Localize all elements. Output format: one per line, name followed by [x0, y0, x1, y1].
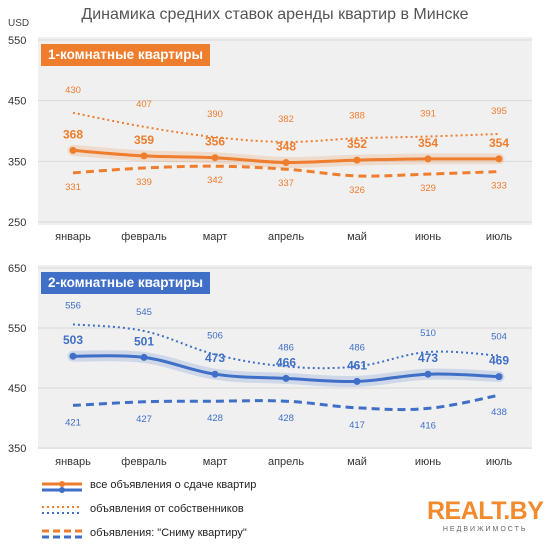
panel-1-data-label: 339	[136, 177, 152, 188]
panel-1-y-tick-label: 250	[8, 217, 26, 229]
panel-1-data-label: 326	[349, 185, 365, 196]
panel-1-x-tick-label: июль	[486, 231, 513, 243]
panel-1-background	[38, 37, 532, 225]
panel-2-data-point	[211, 370, 219, 378]
panel-1-data-label: 342	[207, 175, 223, 186]
panel-1-data-label: 356	[205, 135, 225, 149]
logo-tagline: НЕДВИЖИМОСТЬ	[442, 526, 528, 533]
panel-1-data-label: 337	[278, 178, 294, 189]
panel-2-data-label: 461	[347, 358, 367, 372]
legend-label-will-rent: объявления: "Сниму квартиру"	[90, 527, 247, 539]
panel-2-x-tick-label: март	[203, 456, 228, 468]
panel-1-data-label: 331	[65, 182, 81, 193]
panel-2-data-label: 504	[491, 332, 507, 343]
panel-1-data-label: 391	[420, 109, 436, 120]
panel-2-y-tick-label: 350	[8, 443, 26, 455]
realt-by-logo: REALT.BY НЕДВИЖИМОСТЬ	[427, 497, 544, 533]
panel-2-data-label: 510	[420, 328, 436, 339]
panel-2-data-label: 466	[276, 355, 296, 369]
panel-1-data-label: 395	[491, 106, 507, 117]
panel-1-x-tick-label: январь	[55, 231, 91, 243]
panel-2-data-label: 556	[65, 300, 81, 311]
panel-2-series-line-owners	[72, 323, 500, 370]
panel-1-data-point	[69, 146, 77, 154]
panel-1-data-label: 348	[276, 140, 296, 154]
panel-2-data-label: 501	[134, 334, 154, 348]
panel-2-data-label: 503	[63, 333, 83, 347]
panel-2-data-label: 473	[418, 351, 438, 365]
panel-1-data-label: 382	[278, 114, 294, 125]
panel-2-data-label: 416	[420, 420, 436, 431]
panel-2-data-label: 473	[205, 351, 225, 365]
legend-swatch-solid	[42, 481, 82, 493]
panel-2-x-tick-label: июль	[486, 456, 513, 468]
panel-1-x-tick-label: май	[347, 231, 367, 243]
panel-2-series-line-will-rent	[72, 393, 500, 412]
panel-1-data-label: 407	[136, 99, 152, 110]
panel-1-x-tick-label: март	[203, 231, 228, 243]
panel-1-y-tick-label: 350	[8, 156, 26, 168]
panel-2-data-point	[140, 353, 148, 361]
panel-2-y-tick-label: 650	[8, 263, 26, 275]
panel-1-data-label: 368	[63, 127, 83, 141]
panel-2-data-label: 506	[207, 330, 223, 341]
panel-1-data-point	[424, 155, 432, 163]
panel-2-data-point	[424, 370, 432, 378]
panel-2-data-label: 421	[65, 417, 81, 428]
panel-2-x-tick-label: май	[347, 456, 367, 468]
panel-1-series-line-will-rent	[72, 164, 500, 178]
panel-1-data-label: 329	[420, 183, 436, 194]
panel-2-data-point	[69, 352, 77, 360]
panel-2-data-label: 427	[136, 414, 152, 425]
panel-1-data-label: 390	[207, 109, 223, 120]
panel-2-y-tick-label: 450	[8, 383, 26, 395]
panel-2-title-badge: 2-комнатные квартиры	[41, 272, 210, 294]
legend-label-owners: объявления от собственников	[90, 503, 244, 515]
panel-1-data-label: 388	[349, 110, 365, 121]
logo-wordmark: REALT.BY	[427, 497, 544, 525]
panel-1-data-point	[211, 154, 219, 162]
panel-1-x-tick-label: июнь	[415, 231, 441, 243]
panel-1-x-tick-label: апрель	[268, 231, 304, 243]
panel-1-series-line-owners	[72, 111, 500, 143]
panel-1-data-label: 430	[65, 85, 81, 96]
panel-2-data-label: 428	[278, 413, 294, 424]
panel-1-title-badge: 1-комнатные квартиры	[41, 44, 210, 66]
unit-label: USD	[8, 18, 30, 29]
panel-2-y-tick-label: 550	[8, 323, 26, 335]
panel-1-data-label: 352	[347, 137, 367, 151]
panel-2-data-label: 469	[489, 354, 509, 368]
panel-2-data-label: 417	[349, 420, 365, 431]
chart-title: Динамика средних ставок аренды квартир в…	[81, 6, 469, 23]
panel-1-data-label: 354	[418, 136, 438, 150]
legend-label-all-listings: все объявления о сдаче квартир	[90, 479, 257, 491]
panel-2-data-point	[282, 374, 290, 382]
panel-2-x-tick-label: февраль	[121, 456, 167, 468]
panel-2-data-label: 545	[136, 307, 152, 318]
panel-1-x-tick-label: февраль	[121, 231, 167, 243]
panel-1-data-label: 359	[134, 133, 154, 147]
panel-2-x-tick-label: январь	[55, 456, 91, 468]
legend-swatch-dashed	[42, 529, 82, 539]
panel-1-data-point	[282, 159, 290, 166]
panel-2-data-point	[495, 373, 503, 381]
panel-2-data-label: 486	[278, 342, 294, 353]
panel-2-data-label: 486	[349, 342, 365, 353]
panel-1-y-tick-label: 450	[8, 96, 26, 108]
panel-1-data-label: 354	[489, 136, 509, 150]
panel-1-data-point	[140, 152, 148, 160]
panel-1-data-point	[353, 156, 361, 164]
legend-swatch-dotted	[42, 506, 82, 514]
panel-2-data-point	[353, 377, 361, 385]
panel-2-x-tick-label: апрель	[268, 456, 304, 468]
panel-1-data-label: 333	[491, 181, 507, 192]
panel-2-x-tick-label: июнь	[415, 456, 441, 468]
panel-1-y-tick-label: 550	[8, 35, 26, 47]
panel-2-data-label: 428	[207, 413, 223, 424]
panel-2-data-label: 438	[491, 407, 507, 418]
panel-1-data-point	[495, 155, 503, 163]
